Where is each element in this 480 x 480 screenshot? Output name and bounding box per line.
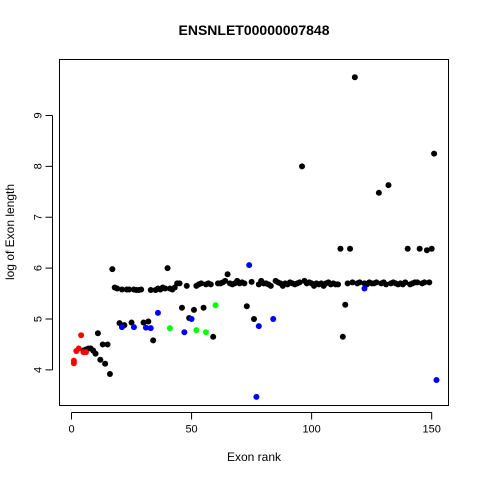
x-tick-label: 150 — [423, 424, 441, 436]
data-point — [351, 74, 358, 81]
data-point — [176, 280, 183, 287]
data-point — [75, 345, 82, 352]
data-point — [104, 341, 111, 348]
data-point — [347, 245, 354, 252]
y-tick-label: 9 — [33, 112, 45, 118]
data-point — [255, 323, 262, 330]
y-tick-label: 8 — [33, 163, 45, 169]
data-point — [78, 332, 85, 339]
data-point — [299, 163, 306, 170]
data-point — [241, 280, 248, 287]
data-point — [349, 279, 356, 286]
data-point — [383, 281, 390, 288]
data-point — [335, 281, 342, 288]
data-point — [207, 281, 214, 288]
data-point — [118, 324, 125, 331]
data-point — [140, 319, 147, 326]
data-point — [421, 279, 428, 286]
data-point — [154, 309, 161, 316]
data-point — [428, 245, 435, 252]
data-point — [433, 377, 440, 384]
data-point — [431, 150, 438, 157]
y-tick-label: 6 — [33, 265, 45, 271]
data-point — [94, 330, 101, 337]
data-point — [178, 304, 185, 311]
data-point — [251, 316, 257, 322]
data-point — [375, 189, 382, 196]
data-point — [82, 349, 89, 356]
y-tick-label: 7 — [33, 214, 45, 220]
data-point — [202, 329, 209, 336]
data-point — [344, 280, 351, 287]
plot-frame — [59, 59, 449, 406]
data-point — [337, 245, 344, 252]
data-point — [126, 286, 133, 293]
data-point — [423, 247, 430, 254]
y-tick-label: 5 — [33, 316, 45, 322]
data-point — [414, 279, 421, 286]
data-point — [373, 279, 380, 286]
y-tick-label: 4 — [33, 367, 45, 373]
data-point — [402, 279, 409, 286]
data-point — [181, 329, 188, 336]
data-point — [147, 286, 154, 293]
data-point — [114, 285, 121, 292]
data-point — [248, 278, 255, 285]
data-point — [296, 279, 303, 286]
data-point — [198, 280, 205, 287]
x-axis-label: Exon rank — [227, 450, 282, 464]
chart-title: ENSNLET00000007848 — [179, 22, 330, 38]
data-point — [342, 301, 349, 308]
data-point — [106, 370, 113, 377]
data-point — [416, 245, 423, 252]
data-point — [162, 285, 169, 292]
data-point — [128, 319, 135, 326]
data-point — [150, 337, 157, 344]
data-point — [102, 360, 109, 367]
x-tick-label: 50 — [185, 424, 197, 436]
data-point — [70, 357, 77, 364]
data-point — [222, 277, 229, 284]
data-point — [183, 282, 190, 289]
data-point — [356, 279, 363, 286]
data-point — [188, 316, 195, 322]
data-point — [200, 304, 207, 311]
data-point — [212, 302, 219, 309]
data-point — [99, 341, 106, 348]
data-point — [210, 333, 217, 340]
data-point — [118, 286, 125, 293]
data-point — [339, 333, 346, 340]
data-point — [166, 325, 173, 332]
y-axis: 4 5 6 7 8 9 — [33, 112, 53, 373]
x-tick-label: 0 — [68, 424, 74, 436]
data-point — [270, 316, 277, 322]
data-point — [385, 182, 392, 189]
data-point — [109, 266, 116, 273]
data-point — [246, 262, 253, 269]
data-point — [142, 324, 149, 331]
data-point — [130, 324, 137, 331]
data-point — [193, 327, 200, 334]
data-point — [243, 303, 250, 310]
data-point — [147, 325, 154, 332]
data-point — [404, 245, 411, 252]
data-point — [97, 356, 104, 363]
data-point — [426, 279, 433, 286]
data-point — [253, 393, 260, 400]
data-point — [145, 318, 152, 325]
data-point — [267, 282, 274, 289]
data-points — [70, 74, 440, 400]
data-point — [224, 271, 231, 278]
x-axis: 0 50 100 150 — [68, 412, 441, 436]
y-axis-label: log of Exon length — [3, 184, 17, 280]
data-point — [361, 285, 368, 292]
data-point — [138, 286, 145, 293]
data-point — [92, 350, 99, 357]
x-tick-label: 100 — [302, 424, 320, 436]
data-point — [190, 306, 197, 313]
data-point — [164, 265, 171, 272]
